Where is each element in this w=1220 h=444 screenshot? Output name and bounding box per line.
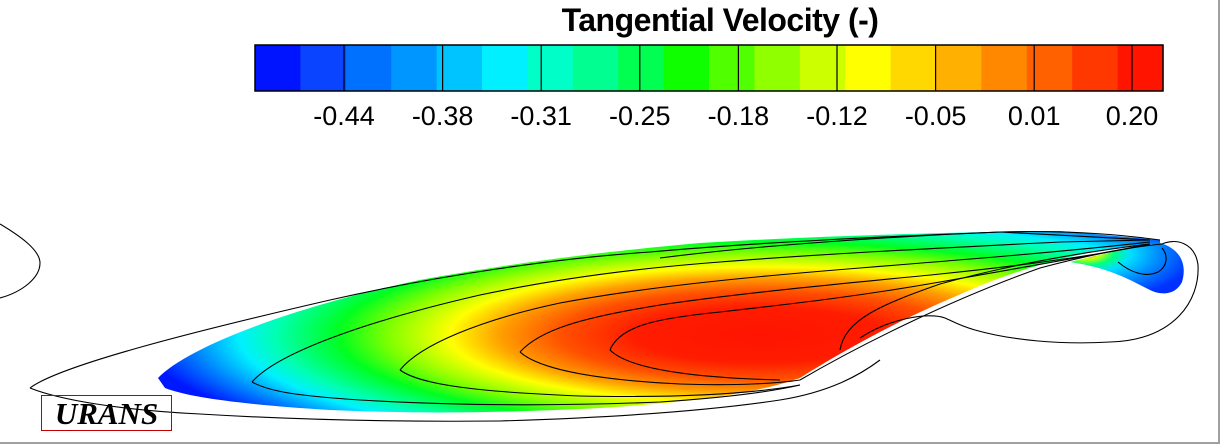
colorbar-swatch	[300, 45, 347, 91]
colorbar-tick-label: -0.31	[510, 101, 572, 131]
colorbar-tick-label: 0.01	[1007, 101, 1061, 131]
contour-line-outer-lower	[29, 359, 881, 422]
colorbar-swatch	[981, 45, 1028, 91]
colorbar-swatch	[709, 45, 755, 91]
colorbar-swatch	[890, 45, 937, 91]
upper-boundary-line	[659, 231, 1151, 259]
colorbar-tick-label: -0.44	[313, 101, 375, 131]
colorbar-swatch	[527, 45, 574, 91]
colorbar-tick-label: -0.18	[707, 101, 770, 131]
contour-line-1-lower	[251, 381, 801, 406]
tip-vortex-outer-line	[859, 240, 1199, 344]
contour-line-5	[839, 243, 1151, 351]
colorbar-swatch	[255, 45, 301, 91]
colorbar-tick-label: -0.12	[806, 101, 868, 131]
colorbar-swatch	[1117, 45, 1164, 91]
colorbar-tick-label: -0.25	[609, 101, 671, 131]
colorbar-swatch	[754, 45, 801, 91]
colorbar-swatch	[436, 45, 483, 91]
colorbar-tick-label: 0.20	[1105, 101, 1159, 131]
colorbar-title: Tangential Velocity (-)	[561, 2, 879, 38]
colorbar-swatch	[799, 45, 846, 91]
colorbar-swatch	[482, 45, 528, 91]
contour-line-2	[399, 241, 1151, 371]
contour-line-1	[251, 239, 1151, 383]
colorbar-swatch	[936, 45, 982, 91]
colorbar	[254, 44, 1164, 92]
left-wake-line	[0, 223, 41, 299]
airfoil-lower-line	[799, 243, 1163, 381]
contour-line-3	[519, 243, 1151, 353]
colorbar-swatch	[345, 45, 392, 91]
colorbar-swatch	[845, 45, 892, 91]
contour-line-2-lower	[399, 369, 801, 398]
colorbar-swatch	[618, 45, 665, 91]
colorbar-swatch	[663, 45, 710, 91]
colorbar-tick-label: -0.05	[904, 101, 967, 131]
contour-line-outer	[29, 231, 1161, 389]
colorbar-border	[254, 44, 1164, 92]
colorbar-swatch	[1072, 45, 1119, 91]
tip-vortex-inner-line	[1117, 247, 1167, 275]
colorbar-swatch	[391, 45, 438, 91]
contour-lines	[0, 223, 1199, 422]
colorbar-swatch	[572, 45, 619, 91]
contour-line-4-lower	[609, 349, 781, 381]
contour-line-3-lower	[519, 351, 801, 386]
wake-field	[158, 231, 1160, 413]
colorbar-tick-label: -0.38	[411, 101, 474, 131]
contour-line-4	[609, 243, 1151, 351]
method-label: URANS	[41, 395, 172, 431]
